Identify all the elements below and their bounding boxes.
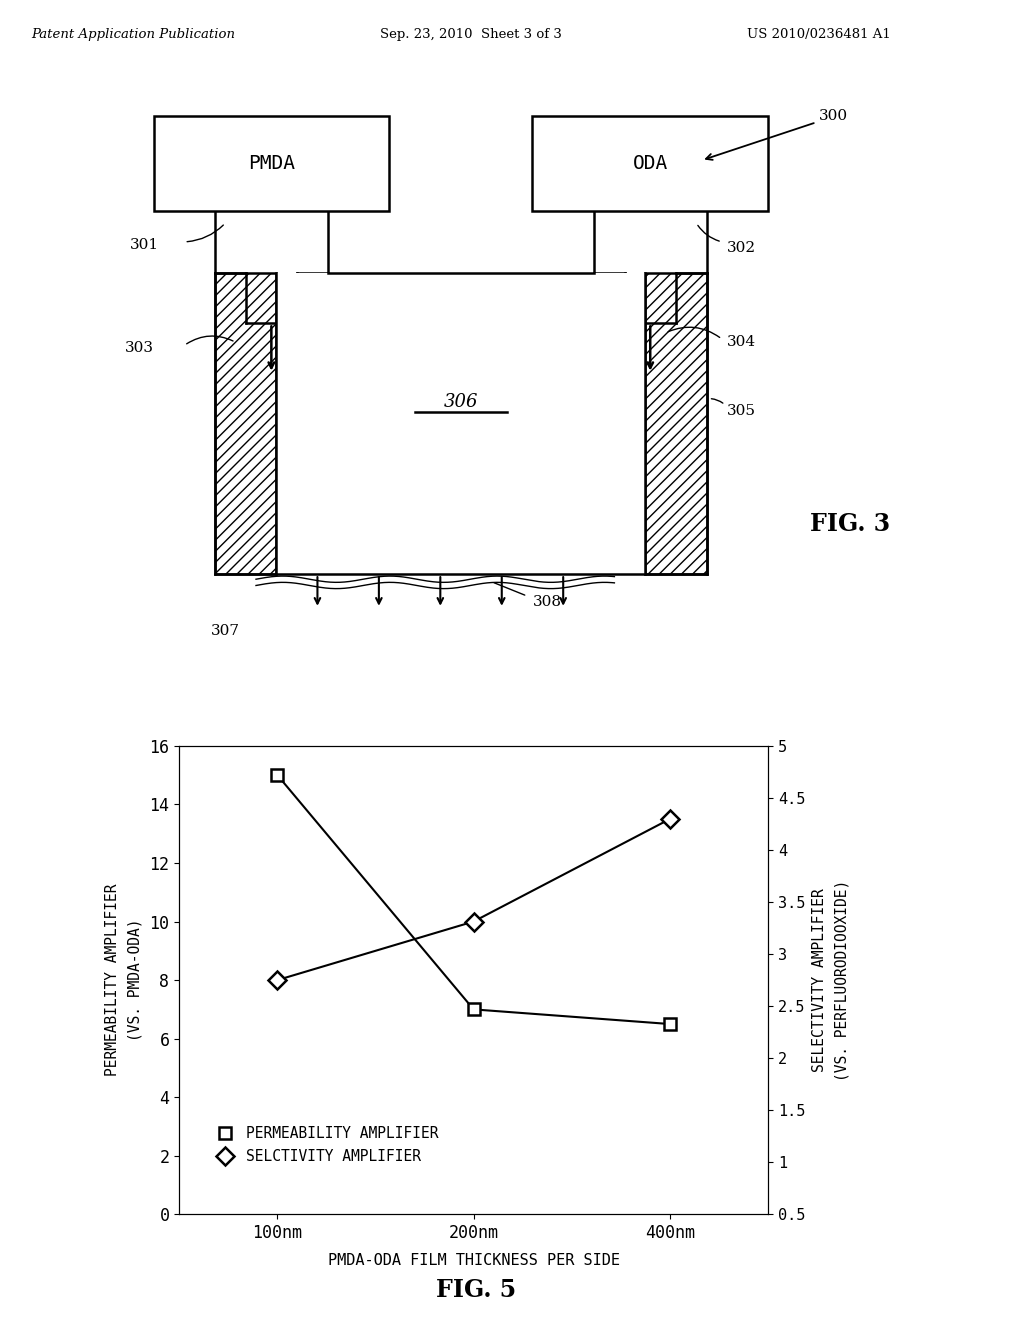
Bar <box>532 116 768 211</box>
Text: 304: 304 <box>727 335 756 350</box>
Text: US 2010/0236481 A1: US 2010/0236481 A1 <box>748 28 891 41</box>
Legend: PERMEABILITY AMPLIFIER, SELCTIVITY AMPLIFIER: PERMEABILITY AMPLIFIER, SELCTIVITY AMPLI… <box>204 1121 444 1170</box>
Text: Sep. 23, 2010  Sheet 3 of 3: Sep. 23, 2010 Sheet 3 of 3 <box>380 28 562 41</box>
Y-axis label: PERMEABILITY AMPLIFIER
(VS. PMDA-ODA): PERMEABILITY AMPLIFIER (VS. PMDA-ODA) <box>105 884 142 1076</box>
Text: 306: 306 <box>443 393 478 412</box>
Text: FIG. 5: FIG. 5 <box>436 1278 516 1302</box>
Text: PMDA: PMDA <box>248 154 295 173</box>
Bar <box>276 273 645 574</box>
Text: 307: 307 <box>211 623 240 638</box>
Text: 300: 300 <box>706 110 848 160</box>
Text: 305: 305 <box>727 404 756 418</box>
Text: ODA: ODA <box>633 154 668 173</box>
Text: 308: 308 <box>532 595 561 610</box>
Bar <box>215 273 276 574</box>
Text: 303: 303 <box>125 342 154 355</box>
Text: 301: 301 <box>130 238 159 252</box>
Bar <box>154 116 389 211</box>
Text: FIG. 3: FIG. 3 <box>810 512 890 536</box>
Bar <box>645 273 707 574</box>
Text: Patent Application Publication: Patent Application Publication <box>31 28 236 41</box>
Text: 302: 302 <box>727 242 756 255</box>
X-axis label: PMDA-ODA FILM THICKNESS PER SIDE: PMDA-ODA FILM THICKNESS PER SIDE <box>328 1253 620 1269</box>
Y-axis label: SELECTIVITY AMPLIFIER
(VS. PERFLUORODIOOXIDE): SELECTIVITY AMPLIFIER (VS. PERFLUORODIOO… <box>812 879 849 1081</box>
